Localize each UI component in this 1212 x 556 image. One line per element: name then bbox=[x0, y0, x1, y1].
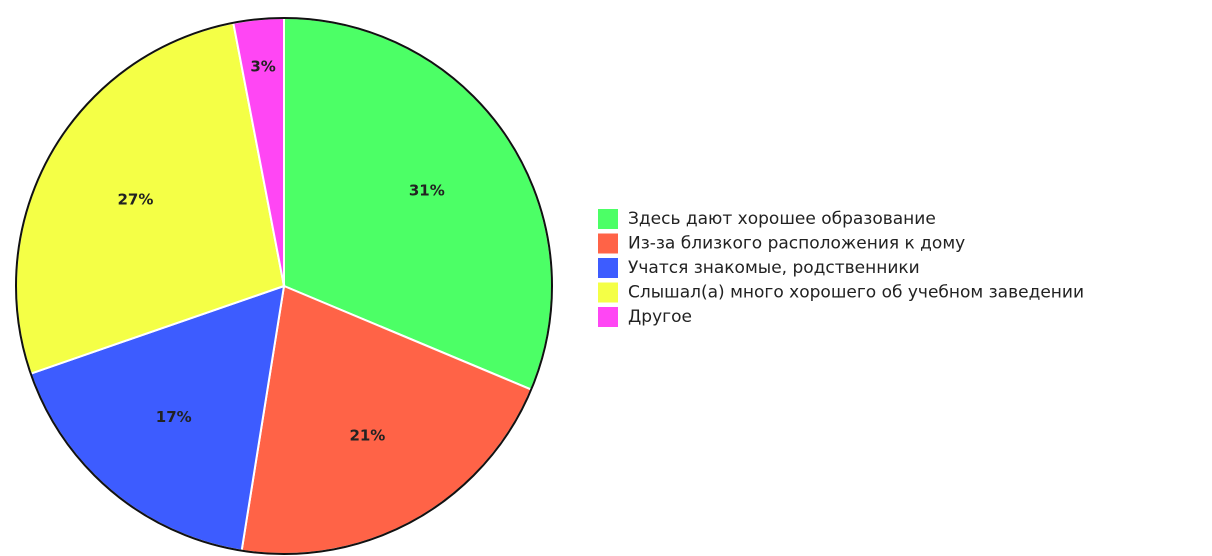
legend-label: Из-за близкого расположения к дому bbox=[628, 234, 965, 254]
legend-swatch bbox=[598, 307, 618, 327]
legend-swatch bbox=[598, 233, 618, 254]
legend-swatch bbox=[598, 282, 618, 303]
slice-label: 3% bbox=[250, 58, 275, 76]
slice-label: 21% bbox=[349, 426, 385, 444]
slice-label: 31% bbox=[409, 181, 445, 199]
legend-label: Здесь дают хорошее образование bbox=[628, 209, 936, 229]
slice-label: 17% bbox=[156, 408, 192, 426]
legend-label: Другое bbox=[628, 307, 692, 327]
legend-label: Слышал(а) много хорошего об учебном заве… bbox=[628, 283, 1084, 303]
legend-swatch bbox=[598, 209, 618, 229]
pie-outline bbox=[15, 17, 553, 555]
legend-label: Учатся знакомые, родственники bbox=[628, 258, 920, 278]
legend-swatch bbox=[598, 258, 618, 278]
slice-label: 27% bbox=[118, 191, 154, 209]
